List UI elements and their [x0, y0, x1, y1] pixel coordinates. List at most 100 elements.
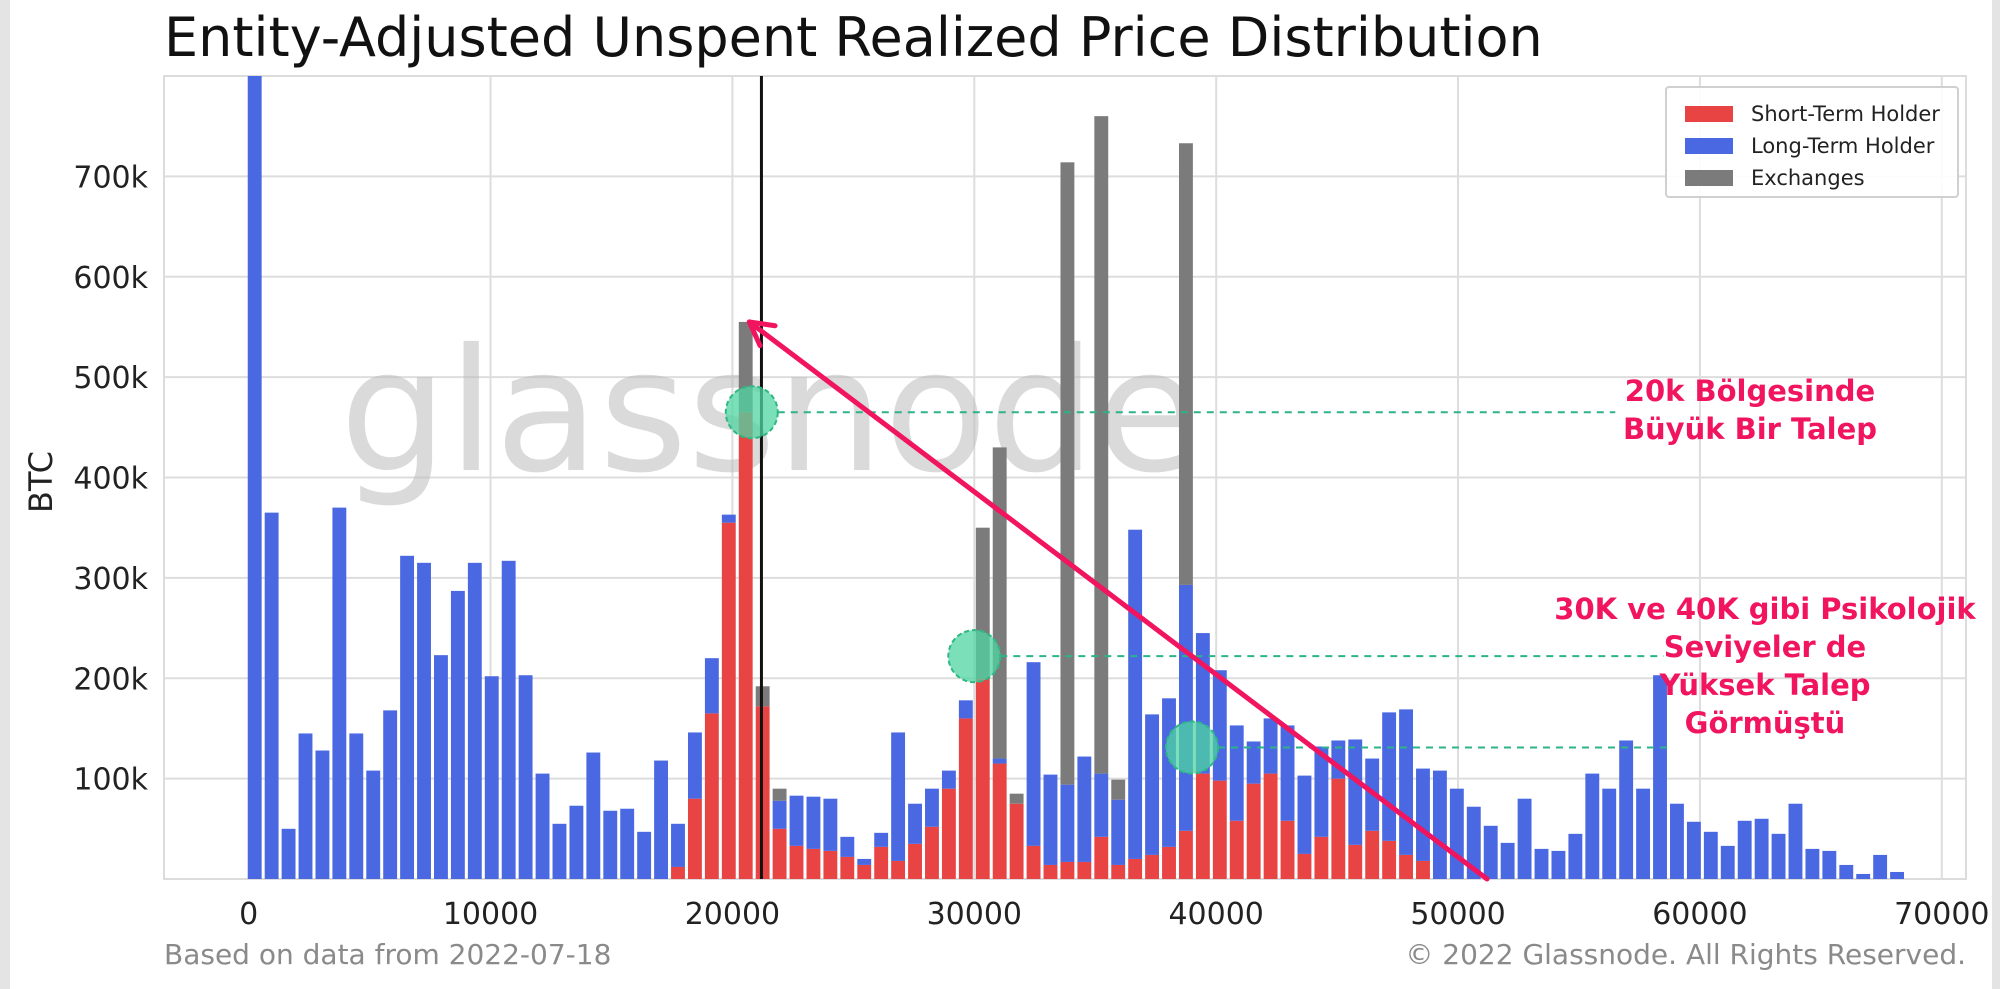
bar-long-term — [891, 732, 906, 861]
axes-layer: 100k 200k 300k 400k 500k 600k 700k 0 10000 20000 3… — [73, 160, 1989, 932]
bar-short-term — [840, 856, 855, 879]
bar-short-term — [1111, 864, 1126, 879]
bar-long-term — [1382, 712, 1397, 841]
highlight-circle — [1164, 720, 1219, 775]
x-tick-label: 70000 — [1894, 897, 1989, 932]
annotation-psych-line-3: Yüksek Talep — [1659, 668, 1871, 702]
bar-long-term — [789, 795, 804, 846]
bar-short-term — [1077, 861, 1092, 879]
bar-long-term — [417, 562, 431, 879]
legend: Short-Term Holder Long-Term Holder Excha… — [1665, 86, 1959, 198]
bar-short-term — [1297, 853, 1312, 879]
bar-short-term — [687, 798, 702, 879]
footer-copyright: © 2022 Glassnode. All Rights Reserved. — [1405, 938, 1966, 971]
legend-label-short-term: Short-Term Holder — [1751, 102, 1940, 126]
bar-long-term — [1754, 818, 1769, 879]
bar-long-term — [1466, 806, 1481, 879]
bar-long-term — [857, 858, 872, 865]
bar-long-term — [1636, 788, 1651, 879]
bar-short-term — [1145, 854, 1160, 879]
y-tick-label: 300k — [73, 562, 148, 597]
bar-long-term — [687, 732, 702, 799]
bar-short-term — [1280, 820, 1295, 879]
legend-label-exchanges: Exchanges — [1751, 166, 1865, 190]
bar-long-term — [247, 76, 262, 879]
bar-long-term — [332, 507, 347, 879]
bar-long-term — [535, 773, 550, 879]
bar-exchanges — [1094, 116, 1109, 774]
bar-long-term — [1026, 662, 1041, 846]
bar-long-term — [1822, 850, 1837, 879]
y-tick-label: 500k — [73, 361, 148, 396]
bar-short-term — [1365, 830, 1380, 879]
bar-exchanges — [1009, 793, 1024, 804]
bar-long-term — [281, 828, 296, 879]
bar-long-term — [450, 590, 465, 879]
bar-short-term — [1094, 836, 1109, 879]
bar-short-term — [1060, 861, 1075, 879]
bar-long-term — [704, 658, 719, 714]
bar-long-term — [958, 700, 973, 719]
bar-long-term — [1449, 788, 1464, 879]
bar-long-term — [1686, 821, 1701, 879]
bar-short-term — [671, 866, 685, 879]
bar-long-term — [1873, 854, 1888, 879]
bar-long-term — [1145, 714, 1160, 855]
bar-long-term — [1077, 756, 1092, 862]
bar-short-term — [704, 713, 719, 879]
legend-label-long-term: Long-Term Holder — [1751, 134, 1935, 158]
y-tick-label: 600k — [73, 261, 148, 296]
bar-short-term — [1212, 780, 1227, 879]
bar-long-term — [806, 796, 821, 849]
bar-long-term — [1060, 784, 1075, 862]
highlight-circle — [947, 629, 1002, 684]
bar-long-term — [1771, 833, 1786, 879]
bar-short-term — [857, 864, 872, 879]
bar-short-term — [891, 860, 906, 879]
bar-long-term — [400, 555, 415, 879]
y-tick-label: 200k — [73, 662, 148, 697]
bar-exchanges — [772, 788, 787, 801]
bar-long-term — [1246, 741, 1261, 784]
bar-long-term — [1619, 740, 1634, 879]
chart-title: Entity-Adjusted Unspent Realized Price D… — [164, 6, 1543, 69]
bar-long-term — [1653, 675, 1667, 879]
bar-short-term — [721, 522, 736, 879]
bar-long-term — [1856, 873, 1871, 879]
bar-exchanges — [1111, 779, 1126, 800]
bar-long-term — [1890, 871, 1905, 879]
bar-short-term — [1229, 820, 1244, 879]
y-axis-label: BTC — [22, 451, 60, 513]
bar-long-term — [671, 823, 685, 867]
bar-long-term — [721, 514, 736, 523]
bar-short-term — [1382, 840, 1397, 879]
bar-long-term — [1432, 770, 1447, 879]
bar-long-term — [1788, 803, 1803, 879]
frame-border-left — [0, 0, 10, 989]
bar-long-term — [637, 831, 652, 879]
y-tick-label: 700k — [73, 160, 148, 195]
bar-short-term — [925, 826, 939, 879]
bar-long-term — [518, 675, 533, 879]
bar-exchanges — [992, 447, 1007, 759]
bar-long-term — [1670, 803, 1684, 879]
annotation-psych-line-1: 30K ve 40K gibi Psikolojik — [1554, 592, 1976, 626]
bar-long-term — [1703, 831, 1718, 879]
bar-short-term — [941, 788, 956, 879]
frame-border-right — [1992, 0, 2000, 989]
bar-long-term — [992, 758, 1007, 764]
bar-long-term — [1416, 768, 1430, 861]
bar-long-term — [1128, 529, 1143, 859]
footer-data-date: Based on data from 2022-07-18 — [164, 938, 612, 971]
bar-long-term — [366, 770, 381, 879]
bar-long-term — [1500, 842, 1515, 879]
bar-long-term — [603, 810, 618, 879]
bar-long-term — [434, 655, 448, 879]
bar-short-term — [874, 846, 889, 879]
bar-long-term — [1839, 864, 1854, 879]
legend-swatch-exchanges — [1685, 170, 1733, 186]
x-tick-label: 0 — [239, 897, 258, 932]
legend-item-short-term: Short-Term Holder — [1667, 98, 1940, 130]
bar-long-term — [620, 808, 635, 879]
bar-long-term — [1043, 774, 1058, 865]
